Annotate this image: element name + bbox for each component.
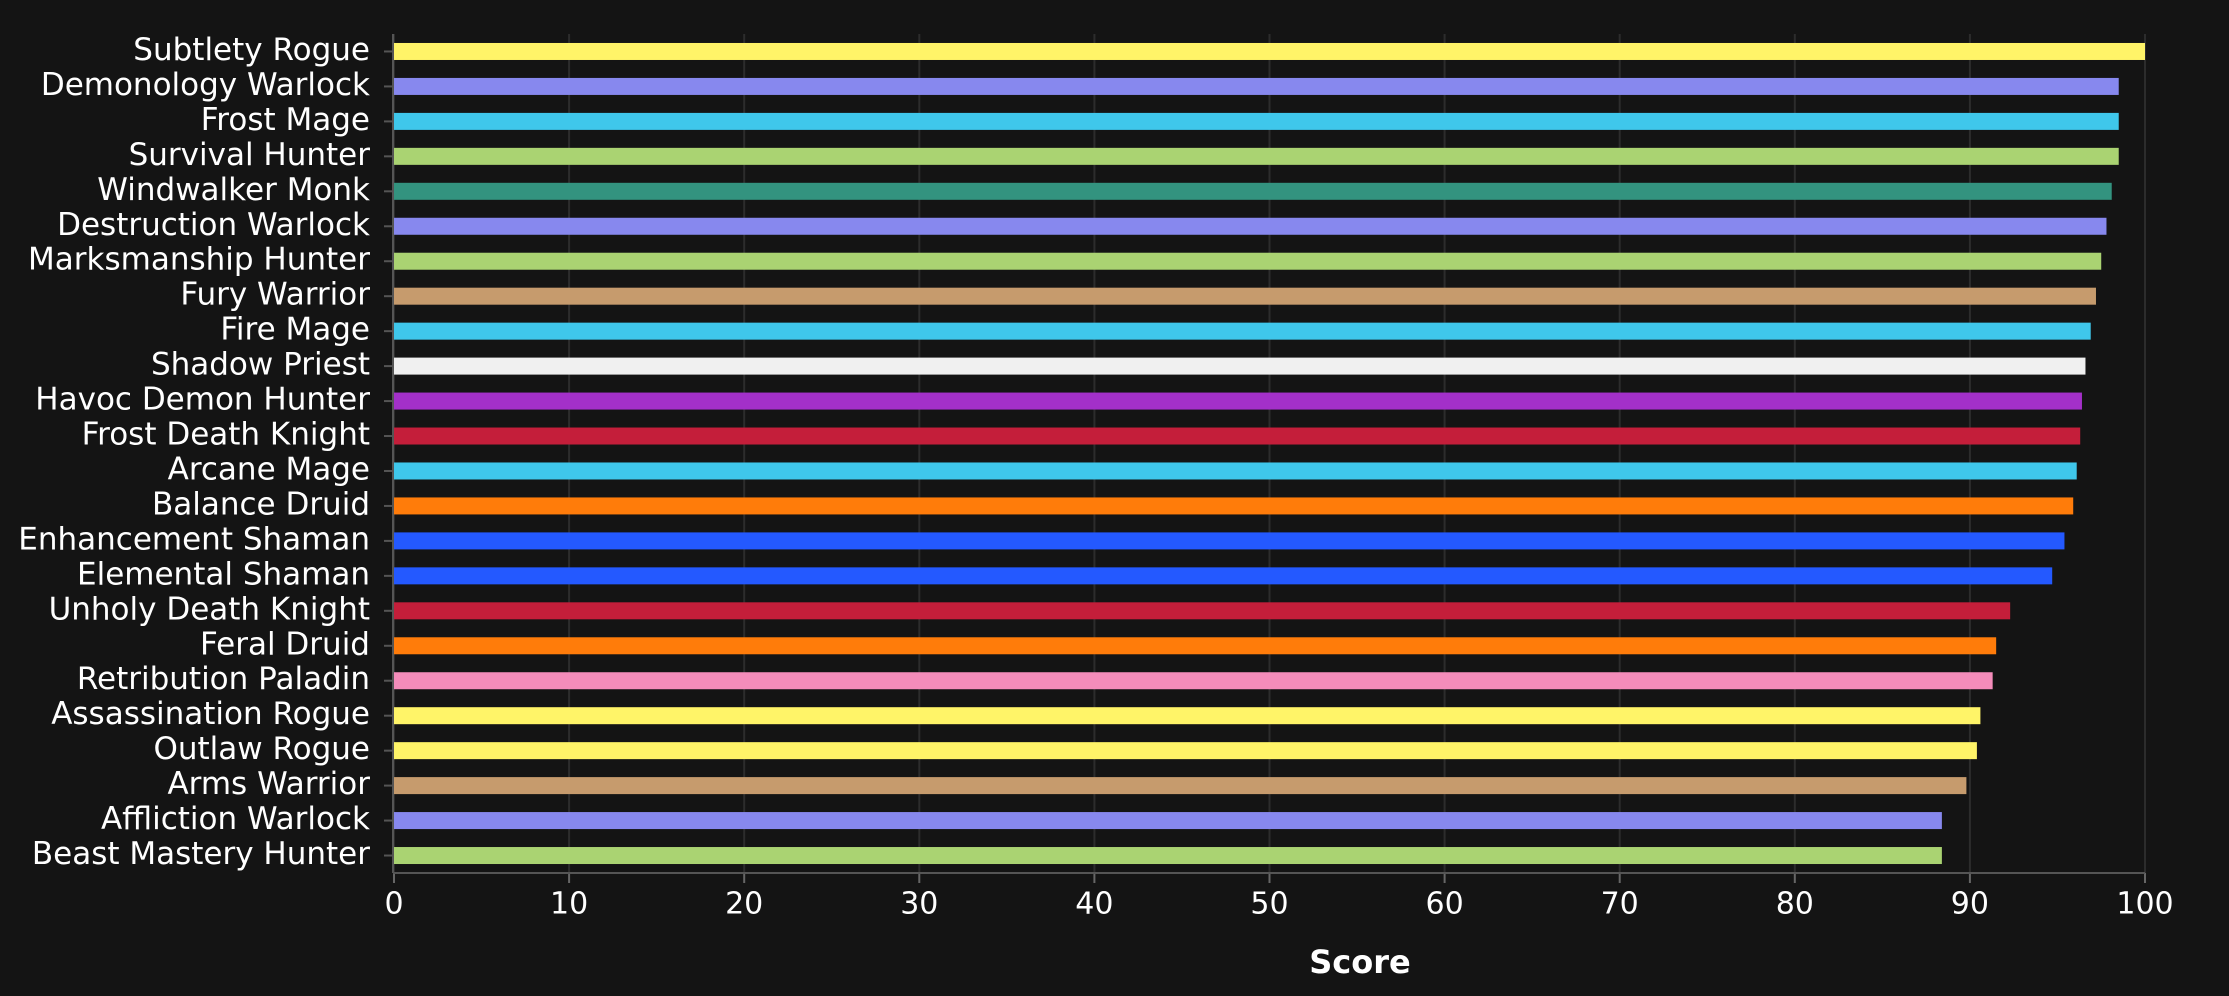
y-tick-label: Affliction Warlock bbox=[101, 801, 370, 837]
bar bbox=[394, 777, 1967, 795]
x-tick-label: 10 bbox=[550, 887, 588, 922]
bar bbox=[394, 147, 2119, 165]
bar bbox=[394, 532, 2065, 550]
x-tick-label: 80 bbox=[1776, 887, 1814, 922]
y-tick-label: Frost Death Knight bbox=[82, 417, 370, 453]
bar bbox=[394, 112, 2119, 130]
y-tick-label: Destruction Warlock bbox=[57, 207, 370, 243]
bar bbox=[394, 217, 2107, 235]
bar bbox=[394, 812, 1942, 830]
y-tick-label: Survival Hunter bbox=[129, 137, 371, 173]
y-tick-label: Arms Warrior bbox=[167, 766, 370, 802]
bar bbox=[394, 637, 1997, 655]
y-tick-label: Shadow Priest bbox=[151, 347, 370, 383]
bar bbox=[394, 322, 2091, 340]
bar bbox=[394, 427, 2081, 445]
y-tick-label: Unholy Death Knight bbox=[49, 591, 370, 627]
bar bbox=[394, 357, 2086, 375]
x-tick-label: 90 bbox=[1951, 887, 1989, 922]
bar bbox=[394, 497, 2074, 515]
bar bbox=[394, 77, 2119, 95]
bar bbox=[394, 287, 2096, 305]
y-tick-label: Marksmanship Hunter bbox=[28, 242, 370, 278]
y-tick-label: Feral Druid bbox=[200, 626, 370, 662]
x-tick-label: 50 bbox=[1250, 887, 1288, 922]
x-axis-label: Score bbox=[1309, 943, 1410, 981]
bar bbox=[394, 462, 2077, 480]
x-tick-label: 20 bbox=[725, 887, 763, 922]
y-tick-label: Beast Mastery Hunter bbox=[32, 836, 370, 872]
bar bbox=[394, 707, 1981, 725]
bar bbox=[394, 672, 1993, 690]
x-tick-label: 60 bbox=[1426, 887, 1464, 922]
y-tick-label: Frost Mage bbox=[201, 102, 370, 138]
bar bbox=[394, 567, 2053, 585]
y-tick-label: Elemental Shaman bbox=[77, 556, 370, 592]
y-tick-label: Demonology Warlock bbox=[41, 67, 370, 103]
bar bbox=[394, 392, 2082, 410]
y-tick-label: Subtlety Rogue bbox=[133, 32, 370, 68]
y-tick-label: Windwalker Monk bbox=[97, 172, 370, 208]
bar bbox=[394, 602, 2011, 620]
y-tick-label: Outlaw Rogue bbox=[153, 731, 370, 767]
bar bbox=[394, 847, 1942, 865]
y-tick-label: Retribution Paladin bbox=[77, 661, 370, 697]
x-tick-label: 100 bbox=[2116, 887, 2173, 922]
bar bbox=[394, 42, 2145, 60]
x-tick-label: 30 bbox=[900, 887, 938, 922]
bar bbox=[394, 182, 2112, 200]
y-tick-label: Enhancement Shaman bbox=[18, 521, 370, 557]
bar bbox=[394, 252, 2102, 270]
y-tick-label: Fire Mage bbox=[220, 312, 370, 348]
x-tick-label: 40 bbox=[1075, 887, 1113, 922]
y-tick-label: Arcane Mage bbox=[168, 451, 370, 487]
y-tick-label: Balance Druid bbox=[152, 486, 370, 522]
x-tick-label: 0 bbox=[384, 887, 403, 922]
y-tick-label: Assassination Rogue bbox=[51, 696, 370, 732]
y-tick-label: Fury Warrior bbox=[180, 277, 370, 313]
bar bbox=[394, 742, 1977, 760]
x-tick-label: 70 bbox=[1601, 887, 1639, 922]
y-tick-label: Havoc Demon Hunter bbox=[35, 382, 370, 418]
